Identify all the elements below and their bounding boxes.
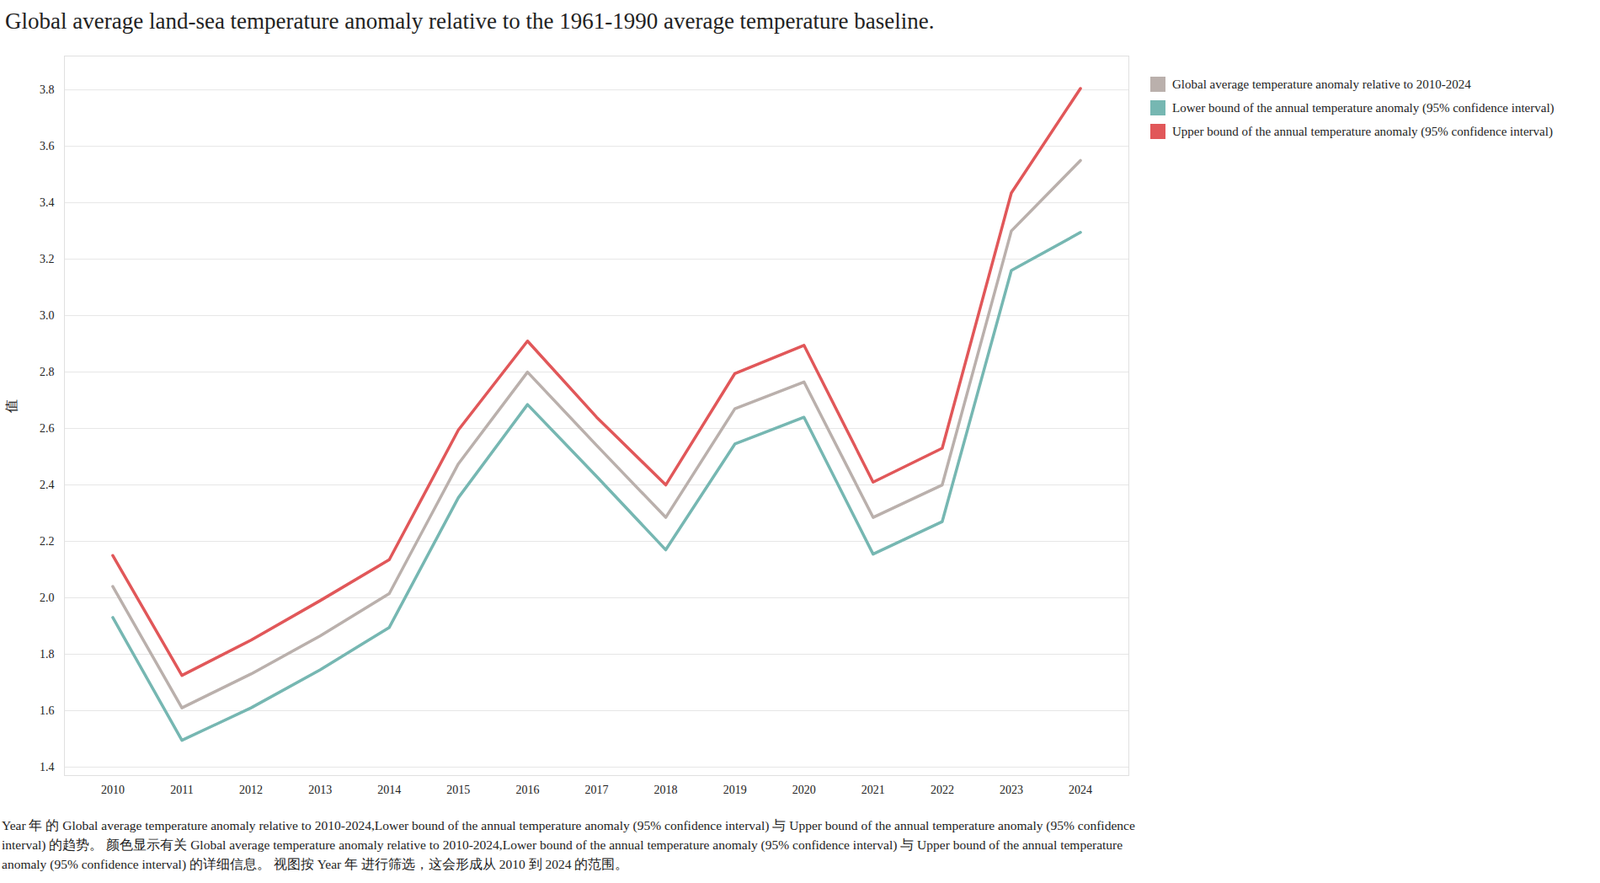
svg-text:2013: 2013 bbox=[308, 783, 332, 796]
svg-text:2024: 2024 bbox=[1068, 783, 1093, 796]
svg-text:2019: 2019 bbox=[723, 783, 747, 796]
svg-text:3.8: 3.8 bbox=[39, 83, 55, 96]
html-text:Global average land-sea temper: Global average land-sea temperature anom… bbox=[5, 8, 935, 34]
svg-text:3.2: 3.2 bbox=[39, 252, 55, 266]
html-text:Year 年 的 Global average temper: Year 年 的 Global average temperature anom… bbox=[1, 817, 1135, 871]
svg-text:2022: 2022 bbox=[930, 783, 955, 796]
svg-text:2.0: 2.0 bbox=[39, 591, 55, 604]
svg-text:2016: 2016 bbox=[515, 783, 539, 796]
svg-text:2.8: 2.8 bbox=[39, 365, 55, 379]
html-text:Lower bound of the annual temp: Lower bound of the annual temperature an… bbox=[1172, 100, 1555, 115]
svg-text:1.6: 1.6 bbox=[39, 704, 55, 717]
svg-text:2.4: 2.4 bbox=[39, 478, 55, 491]
svg-text:2020: 2020 bbox=[792, 783, 816, 796]
svg-text:2023: 2023 bbox=[999, 783, 1024, 796]
svg-text:3.0: 3.0 bbox=[39, 309, 55, 322]
svg-text:3.4: 3.4 bbox=[39, 196, 55, 209]
svg-text:2010: 2010 bbox=[101, 783, 125, 796]
svg-text:2.2: 2.2 bbox=[39, 534, 55, 548]
html-text:值: 值 bbox=[4, 399, 19, 413]
svg-text:3.6: 3.6 bbox=[39, 139, 55, 153]
html-text:Global average temperature ano: Global average temperature anomaly relat… bbox=[1172, 77, 1472, 91]
svg-text:2021: 2021 bbox=[861, 783, 886, 796]
svg-text:2011: 2011 bbox=[170, 783, 193, 796]
svg-text:2.6: 2.6 bbox=[39, 421, 55, 435]
svg-text:2017: 2017 bbox=[585, 783, 609, 796]
svg-text:2014: 2014 bbox=[377, 783, 401, 796]
svg-text:2012: 2012 bbox=[239, 783, 263, 796]
svg-text:1.4: 1.4 bbox=[39, 760, 55, 774]
html-text:Upper bound of the annual temp: Upper bound of the annual temperature an… bbox=[1172, 124, 1553, 138]
svg-text:2018: 2018 bbox=[654, 783, 678, 796]
svg-text:1.8: 1.8 bbox=[39, 647, 55, 661]
svg-text:2015: 2015 bbox=[446, 783, 470, 796]
